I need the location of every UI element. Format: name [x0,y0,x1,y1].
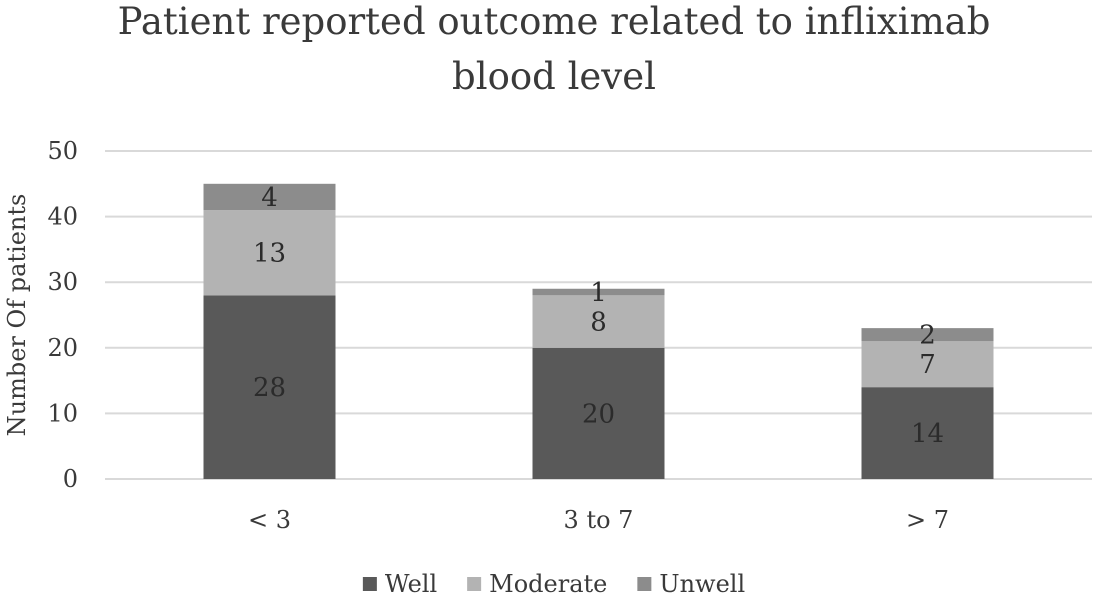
data-label: 13 [253,239,286,269]
data-label: 28 [253,373,286,403]
bar-segment-moderate [861,341,994,388]
y-tick-label: 40 [47,203,78,231]
x-tick-label: 3 to 7 [564,506,634,534]
data-label: 2 [919,321,936,351]
legend: Well Moderate Unwell [362,570,745,598]
chart-title: Patient reported outcome related to infl… [118,0,991,98]
bar-segment-moderate [532,295,665,348]
x-axis-ticks: < 3 3 to 7 > 7 [248,506,949,534]
chart-title-line-2: blood level [452,55,656,98]
legend-swatch [467,577,482,591]
bar-segment-well [203,295,336,479]
legend-swatch [362,577,377,591]
y-axis-ticks: 0 10 20 30 40 50 [47,137,78,493]
chart-title-line-1: Patient reported outcome related to infl… [118,0,991,43]
bar-segment-unwell [861,328,994,342]
y-tick-label: 50 [47,137,78,165]
bar-segment-unwell [532,288,665,296]
legend-label: Moderate [489,570,607,598]
legend-swatch [637,577,652,591]
y-tick-label: 10 [47,399,78,427]
bar-segment-well [861,387,994,479]
bar-segment-unwell [203,183,336,211]
data-label: 1 [590,278,607,308]
x-tick-label: > 7 [906,506,949,534]
y-axis-label: Number Of patients [3,194,31,437]
data-label: 7 [919,350,936,380]
legend-item-unwell: Unwell [637,570,745,598]
x-tick-label: < 3 [248,506,291,534]
data-label: 8 [590,308,607,338]
data-label: 20 [582,399,615,429]
bar-segment-well [532,347,665,479]
y-tick-label: 0 [63,465,78,493]
bars: 28 13 4 20 81 14 72 [203,183,994,479]
y-tick-label: 20 [47,334,78,362]
legend-item-well: Well [362,570,437,598]
bar-segment-moderate [203,210,336,296]
y-tick-label: 30 [47,268,78,296]
legend-item-moderate: Moderate [467,570,607,598]
legend-label: Well [385,570,437,598]
data-label: 14 [911,419,944,449]
legend-label: Unwell [659,570,745,598]
y-axis-title: Number Of patients [3,194,31,437]
data-label: 4 [261,183,278,213]
